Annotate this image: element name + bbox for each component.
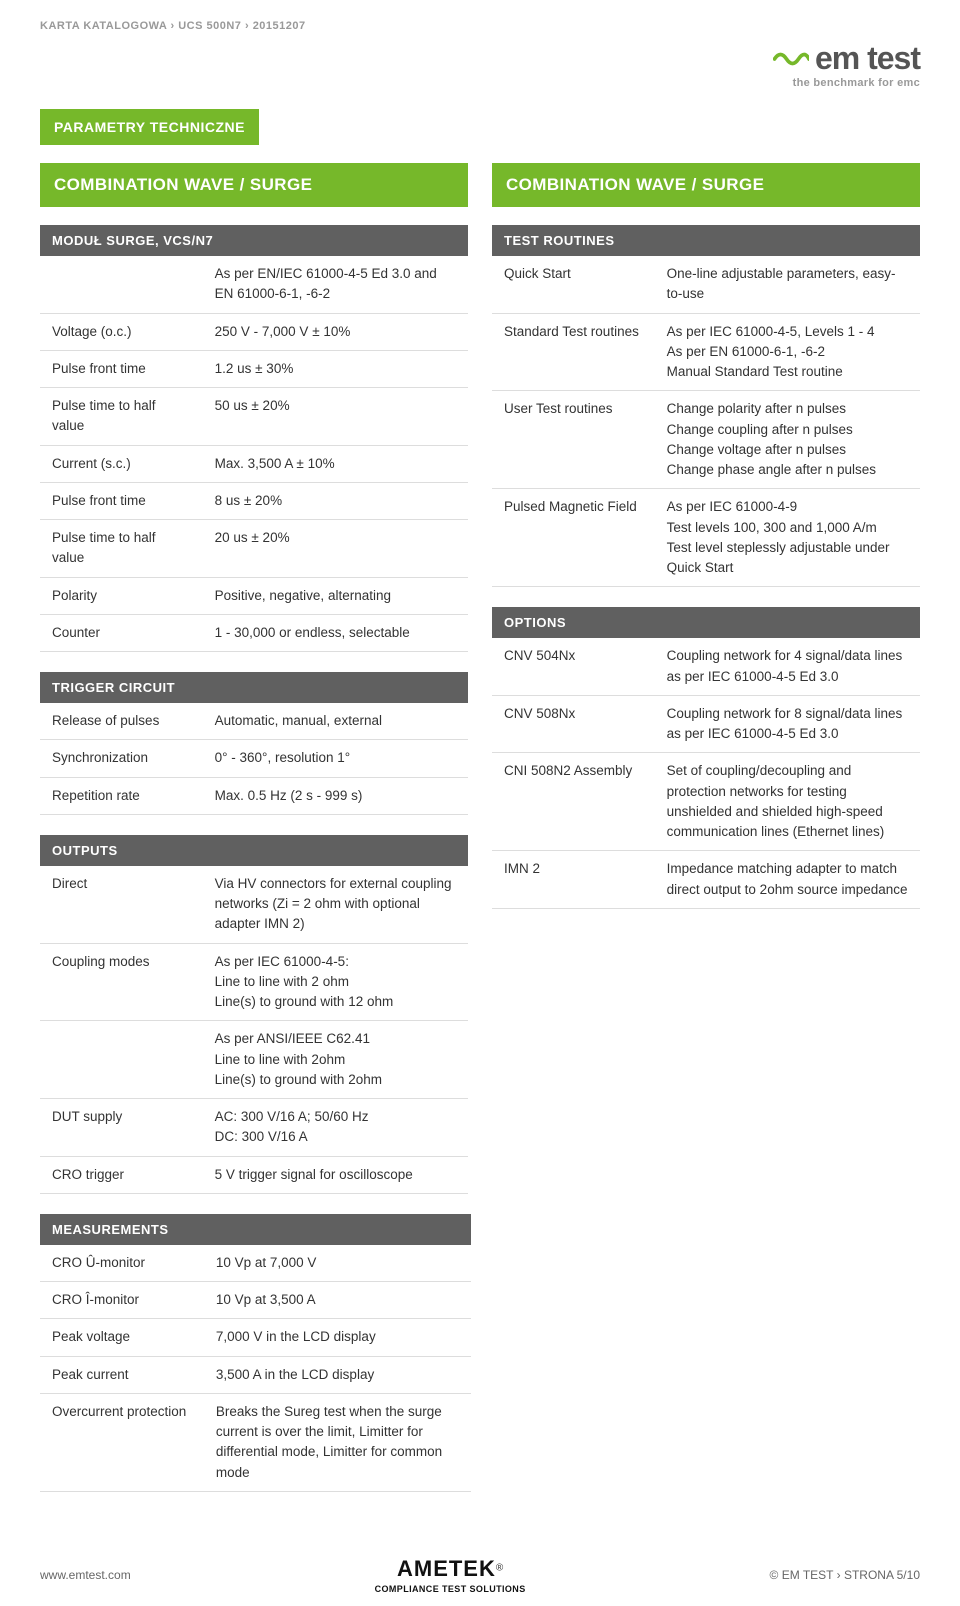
table-row: PolarityPositive, negative, alternating <box>40 577 468 614</box>
table-surge: As per EN/IEC 61000-4-5 Ed 3.0 and EN 61… <box>40 256 468 652</box>
table-row: CRO Û-monitor10 Vp at 7,000 V <box>40 1245 471 1282</box>
table-row: Pulse time to half value20 us ± 20% <box>40 520 468 578</box>
table-row: Pulsed Magnetic FieldAs per IEC 61000-4-… <box>492 489 920 587</box>
table-row: CNI 508N2 AssemblySet of coupling/decoup… <box>492 753 920 851</box>
section-banner: PARAMETRY TECHNICZNE <box>40 109 259 145</box>
table-outputs: DirectVia HV connectors for external cou… <box>40 866 468 1194</box>
block-header-options: OPTIONS <box>492 607 920 638</box>
logo-text: em test <box>815 40 920 77</box>
ametek-tagline: COMPLIANCE TEST SOLUTIONS <box>375 1584 526 1594</box>
block-header-trigger: TRIGGER CIRCUIT <box>40 672 468 703</box>
table-row: Coupling modesAs per IEC 61000-4-5: Line… <box>40 943 468 1021</box>
table-row: Pulse front time8 us ± 20% <box>40 482 468 519</box>
table-row: CNV 508NxCoupling network for 8 signal/d… <box>492 695 920 753</box>
table-row: DUT supplyAC: 300 V/16 A; 50/60 Hz DC: 3… <box>40 1099 468 1157</box>
table-row: Quick StartOne-line adjustable parameter… <box>492 256 920 313</box>
table-row: Pulse time to half value50 us ± 20% <box>40 388 468 446</box>
table-row: As per EN/IEC 61000-4-5 Ed 3.0 and EN 61… <box>40 256 468 313</box>
brand-logo: em test the benchmark for emc <box>773 40 920 89</box>
table-row: Peak current3,500 A in the LCD display <box>40 1356 471 1393</box>
table-row: CRO trigger5 V trigger signal for oscill… <box>40 1156 468 1193</box>
table-row: DirectVia HV connectors for external cou… <box>40 866 468 943</box>
wave-icon <box>773 47 809 71</box>
table-row: Pulse front time1.2 us ± 30% <box>40 350 468 387</box>
table-row: Release of pulsesAutomatic, manual, exte… <box>40 703 468 740</box>
table-row: CRO Î-monitor10 Vp at 3,500 A <box>40 1282 471 1319</box>
table-row: Peak voltage7,000 V in the LCD display <box>40 1319 471 1356</box>
table-measurements: CRO Û-monitor10 Vp at 7,000 V CRO Î-moni… <box>40 1245 471 1492</box>
table-row: Overcurrent protectionBreaks the Sureg t… <box>40 1393 471 1491</box>
ametek-logo-text: AMETEK <box>397 1556 496 1581</box>
reg-mark: ® <box>496 1562 503 1573</box>
table-row: CNV 504NxCoupling network for 4 signal/d… <box>492 638 920 695</box>
col-title-left: COMBINATION WAVE / SURGE <box>40 163 468 207</box>
table-row: Counter1 - 30,000 or endless, selectable <box>40 614 468 651</box>
table-row: Repetition rateMax. 0.5 Hz (2 s - 999 s) <box>40 777 468 814</box>
block-header-surge: MODUŁ SURGE, VCS/N7 <box>40 225 468 256</box>
col-title-right: COMBINATION WAVE / SURGE <box>492 163 920 207</box>
table-options: CNV 504NxCoupling network for 4 signal/d… <box>492 638 920 909</box>
logo-tagline: the benchmark for emc <box>773 77 920 89</box>
footer-pagenum: © EM TEST › STRONA 5/10 <box>770 1568 920 1582</box>
table-row: Synchronization0° - 360°, resolution 1° <box>40 740 468 777</box>
table-row: As per ANSI/IEEE C62.41 Line to line wit… <box>40 1021 468 1099</box>
table-row: User Test routinesChange polarity after … <box>492 391 920 489</box>
table-row: Standard Test routinesAs per IEC 61000-4… <box>492 313 920 391</box>
block-header-measurements: MEASUREMENTS <box>40 1214 471 1245</box>
table-row: Current (s.c.)Max. 3,500 A ± 10% <box>40 445 468 482</box>
footer-logo: AMETEK® COMPLIANCE TEST SOLUTIONS <box>375 1556 526 1594</box>
table-row: IMN 2Impedance matching adapter to match… <box>492 851 920 909</box>
footer-url[interactable]: www.emtest.com <box>40 1568 131 1582</box>
table-testroutines: Quick StartOne-line adjustable parameter… <box>492 256 920 587</box>
block-header-outputs: OUTPUTS <box>40 835 468 866</box>
block-header-testroutines: TEST ROUTINES <box>492 225 920 256</box>
breadcrumb: KARTA KATALOGOWA › UCS 500N7 › 20151207 <box>40 20 920 32</box>
table-row: Voltage (o.c.)250 V - 7,000 V ± 10% <box>40 313 468 350</box>
table-trigger: Release of pulsesAutomatic, manual, exte… <box>40 703 468 815</box>
